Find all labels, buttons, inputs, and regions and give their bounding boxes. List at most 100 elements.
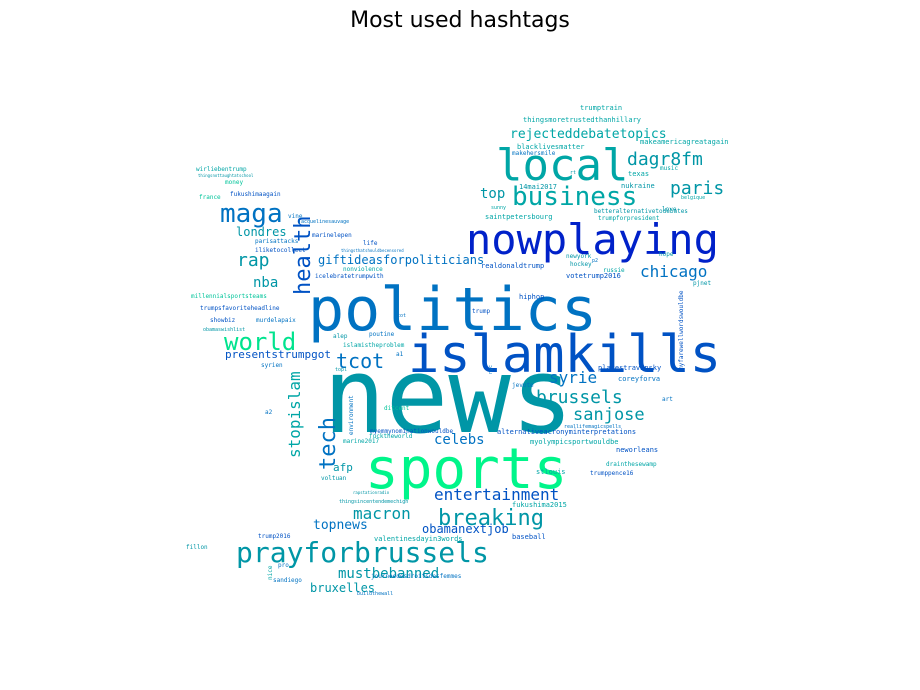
word-prayforbrussels: prayforbrussels xyxy=(236,536,489,569)
word-myolympicsportwouldbe: myolympicsportwouldbe xyxy=(530,438,619,446)
word-rapstationradio: rapstationradio xyxy=(353,490,390,495)
word-rejecteddebatetopics: rejecteddebatetopics xyxy=(510,127,667,142)
word-thingsnottaughtatschool: thingsnottaughtatschool xyxy=(198,173,254,178)
word-top: top xyxy=(480,186,505,202)
word-marine2017: marine2017 xyxy=(343,438,380,445)
word-a2: a2 xyxy=(265,409,273,416)
word-alep: alep xyxy=(333,333,348,340)
word-parisattacks: parisattacks xyxy=(255,238,299,245)
word-placestravinsky: placestravinsky xyxy=(598,364,661,372)
word-tech: tech xyxy=(316,417,341,470)
word-business: business xyxy=(512,182,637,212)
word-trump: trump xyxy=(472,308,490,315)
word-valentinesdayin3words: valentinesdayin3words xyxy=(374,535,463,543)
word-iliketocollect: iliketocollect xyxy=(255,247,306,254)
word-bruxelles: bruxelles xyxy=(310,581,375,595)
word-health: health xyxy=(291,216,316,295)
word-baseball: baseball xyxy=(512,533,546,541)
word-art: art xyxy=(662,396,673,403)
word-p2: p2 xyxy=(592,258,598,264)
word-environment: environment xyxy=(348,395,355,435)
word-tcot: tcot xyxy=(336,349,384,373)
word-islamistheproblem: islamistheproblem xyxy=(343,342,405,349)
word-icelebratetrumpwith: icelebratetrumpwith xyxy=(315,273,384,280)
word-obamanextjob: obamanextjob xyxy=(422,522,509,536)
word-buildthewall: buildthewall xyxy=(357,591,393,597)
word-trump2016: trump2016 xyxy=(258,533,291,540)
word-londres: londres xyxy=(236,225,287,239)
word-maga: maga xyxy=(220,199,283,229)
word-afp: afp xyxy=(333,461,353,474)
word-thingsmoretrustedthanhillary: thingsmoretrustedthanhillary xyxy=(523,116,641,124)
word-murdelapaix: murdelapaix xyxy=(256,317,296,324)
word-dagr8fm: dagr8fm xyxy=(627,149,703,170)
word-wirliebentrump: wirliebentrump xyxy=(196,166,247,173)
chart-title: Most used hashtags xyxy=(350,8,570,33)
word-neworleans: neworleans xyxy=(616,446,658,454)
word-thingsincentendemechigh: thingsincentendemechigh xyxy=(339,499,408,505)
word-hockey: hockey xyxy=(570,261,592,268)
word-ccot: ccot xyxy=(394,313,406,319)
word-drainthesewamp: drainthesewamp xyxy=(606,461,657,468)
word-alternativeacronyminterpretations: alternativeacronyminterpretations xyxy=(497,428,636,436)
word-betteralternativetodebates: betteralternativetodebates xyxy=(594,208,688,215)
word-myemmynominationwouldbe: myemmynominationwouldbe xyxy=(370,428,453,435)
word-syrie: syrie xyxy=(549,368,597,387)
word-world: world xyxy=(224,328,296,356)
word-breaking: breaking xyxy=(438,506,544,531)
word-celebs: celebs xyxy=(434,432,485,448)
word-journeedesdroitsdesfemmes: journeedesdroitsdesfemmes xyxy=(371,573,462,580)
word-mustbebanned: mustbebanned xyxy=(338,566,439,582)
word-trumpforpresident: trumpforpresident xyxy=(598,215,660,222)
word-nyc: nyc xyxy=(488,365,494,374)
word-stlouis: stlouis xyxy=(536,468,566,476)
word-chicago: chicago xyxy=(640,262,707,281)
word-jacquelinesauvage: jacquelinesauvage xyxy=(298,219,349,225)
word-macron: macron xyxy=(353,504,411,523)
word-votetrump2016: votetrump2016 xyxy=(566,272,621,280)
word-nba: nba xyxy=(253,275,278,291)
word-texas: texas xyxy=(628,170,649,178)
word-ditcent: ditcent xyxy=(384,405,410,412)
word-voltuan: voltuan xyxy=(321,475,347,482)
word-trumppence16: trumppence16 xyxy=(590,470,634,477)
word-makehersmile: makehersmile xyxy=(512,150,556,157)
word-local: local xyxy=(496,140,628,191)
word-reallifemagicspells: reallifemagicspells xyxy=(564,424,621,430)
word-sandiego: sandiego xyxy=(273,577,302,584)
word-presentstrumpgot: presentstrumpgot xyxy=(225,348,331,361)
word-poutine: poutine xyxy=(369,331,395,338)
word-a1: a1 xyxy=(396,351,404,358)
word-nowplaying: nowplaying xyxy=(466,215,719,264)
word-topl: topl xyxy=(335,367,347,373)
word-nukraine: nukraine xyxy=(621,182,655,190)
word-realdonaldtrump: realdonaldtrump xyxy=(481,262,544,270)
word-saintpetersbourg: saintpetersbourg xyxy=(485,213,552,221)
word-hope: hope xyxy=(659,251,674,258)
word-love: love xyxy=(662,206,677,213)
word-obamaswishlist: obamaswishlist xyxy=(203,327,245,333)
word-russie: russie xyxy=(603,267,625,274)
word-stopislam: stopislam xyxy=(285,371,304,458)
word-topnews: topnews xyxy=(313,518,368,533)
word-syrien: syrien xyxy=(261,362,283,369)
word-sports: sports xyxy=(365,437,567,502)
word-coreyforva: coreyforva xyxy=(618,375,660,383)
word-14mai2017: 14mai2017 xyxy=(519,183,557,191)
word-thingsthatshouldbecensored: thingsthatshouldbecensored xyxy=(341,248,404,253)
word-politics: politics xyxy=(308,275,597,345)
word-france: france xyxy=(199,194,221,201)
word-sanjose: sanjose xyxy=(573,405,645,425)
word-marinelepen: marinelepen xyxy=(312,232,352,239)
word-rt: rt xyxy=(570,170,576,176)
word-vine: vine xyxy=(288,213,303,220)
word-pjnet: pjnet xyxy=(693,280,711,287)
word-nice: nice xyxy=(267,565,274,580)
word-music: music xyxy=(660,165,678,172)
word-sunny: sunny xyxy=(491,205,506,211)
word-islamkills: islamkills xyxy=(408,325,721,385)
word-showbiz: showbiz xyxy=(210,317,236,324)
word-nonviolence: nonviolence xyxy=(343,266,383,273)
word-jevote: jevote xyxy=(512,382,534,389)
